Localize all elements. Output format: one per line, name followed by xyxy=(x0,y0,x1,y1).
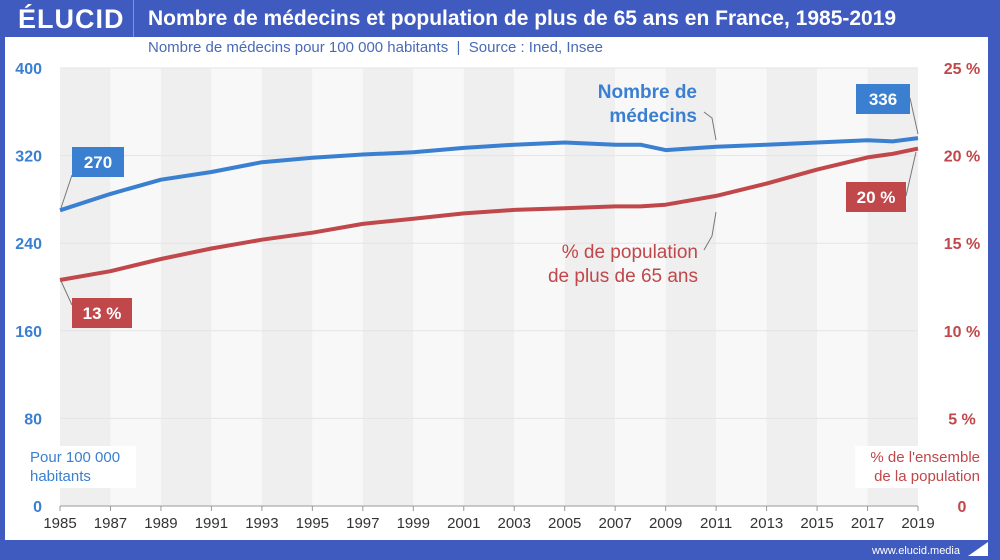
data-label-red-start-box xyxy=(72,298,132,328)
x-tick-label: 1999 xyxy=(397,515,430,532)
leader-line xyxy=(905,151,917,197)
divider xyxy=(133,0,134,37)
background-stripe xyxy=(160,68,212,506)
y-left-tick-label: 320 xyxy=(15,149,42,166)
background-stripe xyxy=(413,68,464,506)
background-stripe xyxy=(564,68,616,506)
x-tick-label: 1995 xyxy=(296,515,329,532)
x-tick-label: 1985 xyxy=(43,515,76,532)
background-stripe xyxy=(817,68,868,506)
y-right-tick-label: 10 % xyxy=(944,324,980,341)
x-tick-label: 2005 xyxy=(548,515,581,532)
x-tick-label: 2013 xyxy=(750,515,783,532)
x-tick-label: 2015 xyxy=(800,515,833,532)
leader-line xyxy=(60,174,73,209)
chart-subtitle: Nombre de médecins pour 100 000 habitant… xyxy=(148,39,604,56)
background-stripe xyxy=(867,68,918,506)
label-bg xyxy=(28,446,136,488)
background-stripe xyxy=(211,68,262,506)
leader-line xyxy=(909,97,919,135)
background-stripe xyxy=(514,68,565,506)
flag-icon xyxy=(968,542,988,556)
data-label-red-end-box xyxy=(846,182,906,212)
data-label-blue-end-box xyxy=(856,84,910,114)
y-left-tick-label: 400 xyxy=(15,61,42,78)
y-right-tick-label: 25 % xyxy=(944,61,980,78)
y-right-tick-label: 20 % xyxy=(944,149,980,166)
background-stripe xyxy=(665,68,717,506)
background-stripe xyxy=(463,68,515,506)
x-tick-label: 2007 xyxy=(598,515,631,532)
data-label-blue-start: 270 xyxy=(84,153,112,172)
x-tick-label: 1989 xyxy=(144,515,177,532)
y-left-tick-label: 160 xyxy=(15,324,42,341)
background-stripe xyxy=(261,68,313,506)
x-tick-label: 1991 xyxy=(195,515,228,532)
y-right-tick-label: 15 % xyxy=(944,236,980,253)
x-tick-label: 2003 xyxy=(498,515,531,532)
leader-line xyxy=(703,211,717,251)
background-stripe xyxy=(110,68,161,506)
series-label-medecins: médecins xyxy=(609,106,697,127)
leader-line xyxy=(703,111,717,141)
background-stripe xyxy=(312,68,363,506)
series-label-medecins: Nombre de xyxy=(598,82,697,103)
y-right-tick-label: 0 xyxy=(958,499,967,516)
x-tick-label: 1997 xyxy=(346,515,379,532)
x-tick-label: 2009 xyxy=(649,515,682,532)
background-stripe xyxy=(615,68,666,506)
series-line-population-65 xyxy=(59,146,919,282)
x-tick-label: 1987 xyxy=(94,515,127,532)
data-label-blue-start-box xyxy=(72,147,124,177)
x-tick-label: 2019 xyxy=(901,515,934,532)
background-stripe xyxy=(766,68,818,506)
logo: ÉLUCID xyxy=(18,4,125,34)
label-bg xyxy=(855,446,983,488)
data-label-blue-end: 336 xyxy=(869,90,897,109)
y-left-tick-label: 240 xyxy=(15,236,42,253)
header: ÉLUCID Nombre de médecins et population … xyxy=(0,0,1000,37)
x-tick-label: 2011 xyxy=(700,515,732,532)
y-right-axis-label: % de l'ensemble xyxy=(870,449,980,466)
background-stripe xyxy=(60,68,111,506)
chart-title: Nombre de médecins et population de plus… xyxy=(148,7,897,30)
series-label-population-65: de plus de 65 ans xyxy=(548,266,698,287)
footer-url[interactable]: www.elucid.media xyxy=(871,545,960,557)
data-label-red-start: 13 % xyxy=(83,304,122,323)
background-stripe xyxy=(716,68,767,506)
x-tick-label: 2017 xyxy=(851,515,884,532)
series-label-population-65: % de population xyxy=(562,242,698,263)
y-left-tick-label: 80 xyxy=(24,411,42,428)
leader-line xyxy=(60,280,73,306)
y-left-axis-label: Pour 100 000 xyxy=(30,449,120,466)
series-line-medecins xyxy=(59,136,919,213)
y-left-axis-label: habitants xyxy=(30,468,91,485)
y-left-tick-label: 0 xyxy=(33,499,42,516)
background-stripe xyxy=(362,68,414,506)
y-right-axis-label: de la population xyxy=(874,468,980,485)
x-tick-label: 2001 xyxy=(447,515,480,532)
data-label-red-end: 20 % xyxy=(857,188,896,207)
y-right-tick-label: 5 % xyxy=(948,411,976,428)
x-tick-label: 1993 xyxy=(245,515,278,532)
